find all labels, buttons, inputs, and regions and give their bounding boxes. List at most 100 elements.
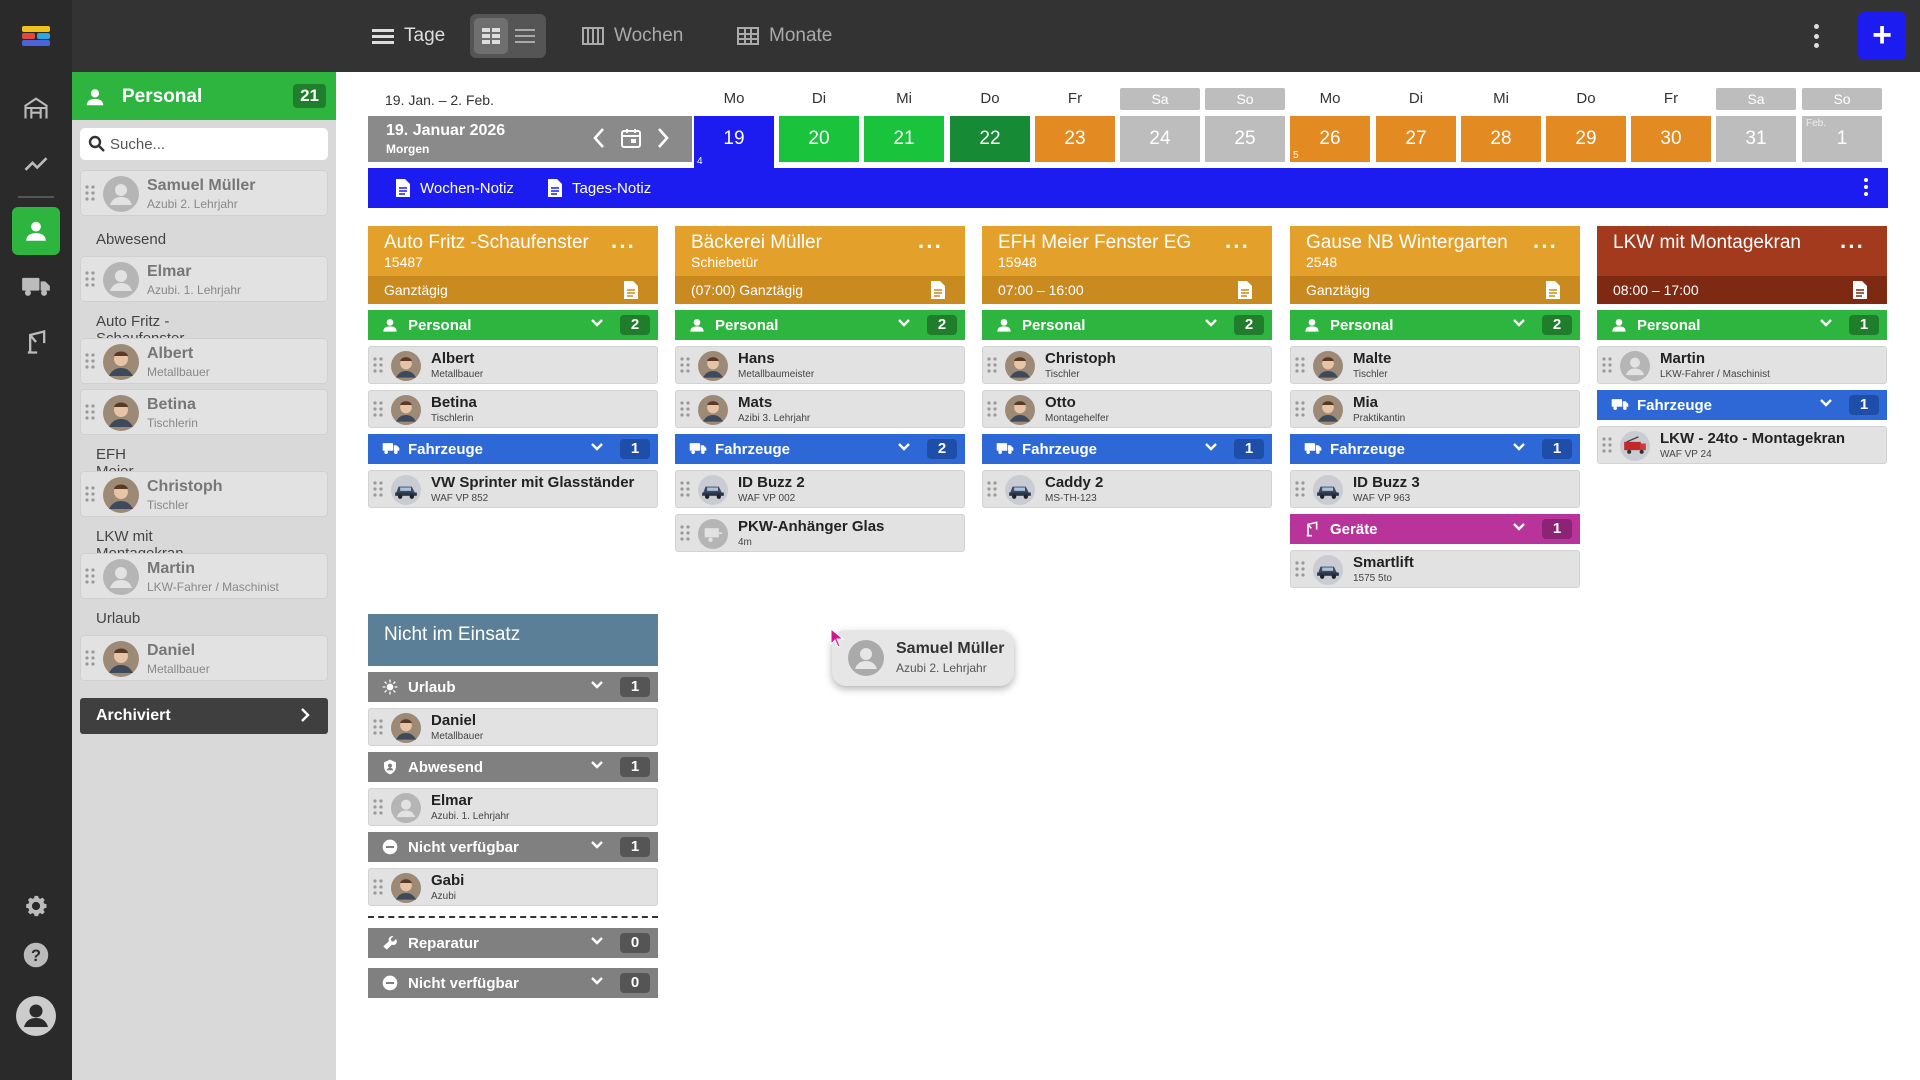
- chevron-down-icon[interactable]: [1204, 318, 1218, 328]
- chevron-down-icon[interactable]: [897, 442, 911, 452]
- drag-handle-icon[interactable]: [1295, 481, 1305, 497]
- day-button[interactable]: 20: [779, 116, 859, 162]
- project-header[interactable]: EFH Meier Fenster EG 15948 ··· 07:00 – 1…: [982, 226, 1272, 304]
- personal-nav-icon[interactable]: [12, 207, 60, 255]
- chevron-down-icon[interactable]: [590, 442, 604, 452]
- drag-handle-icon[interactable]: [85, 185, 95, 201]
- project-header[interactable]: LKW mit Montagekran ··· 08:00 – 17:00: [1597, 226, 1887, 304]
- sidebar-person-card[interactable]: Betina Tischlerin: [80, 389, 328, 435]
- project-more-icon[interactable]: ···: [1533, 234, 1558, 259]
- drag-handle-icon[interactable]: [373, 879, 383, 895]
- resource-card[interactable]: Elmar Azubi. 1. Lehrjahr: [368, 788, 658, 826]
- wochen-view-button[interactable]: Wochen: [582, 18, 683, 54]
- day-note-button[interactable]: Tages-Notiz: [548, 179, 651, 197]
- chevron-down-icon[interactable]: [590, 760, 604, 770]
- project-more-icon[interactable]: ···: [1840, 234, 1865, 259]
- section-absent[interactable]: Abwesend 1: [368, 752, 658, 782]
- week-note-button[interactable]: Wochen-Notiz: [396, 179, 514, 197]
- resource-card[interactable]: Malte Tischler: [1290, 346, 1580, 384]
- day-button[interactable]: 30: [1631, 116, 1711, 162]
- drag-handle-icon[interactable]: [373, 799, 383, 815]
- day-button[interactable]: 27: [1376, 116, 1456, 162]
- drag-handle-icon[interactable]: [987, 401, 997, 417]
- drag-handle-icon[interactable]: [1295, 357, 1305, 373]
- help-icon[interactable]: ?: [12, 931, 60, 979]
- section-personal[interactable]: Personal 2: [1290, 310, 1580, 340]
- stats-nav-icon[interactable]: [12, 140, 60, 188]
- sidebar-person-card[interactable]: Elmar Azubi. 1. Lehrjahr: [80, 256, 328, 302]
- project-more-icon[interactable]: ···: [918, 234, 943, 259]
- resource-card[interactable]: Mia Praktikantin: [1290, 390, 1580, 428]
- project-header[interactable]: Auto Fritz -Schaufenster 15487 ··· Ganzt…: [368, 226, 658, 304]
- day-button[interactable]: 25: [1205, 116, 1285, 162]
- chevron-down-icon[interactable]: [1512, 522, 1526, 532]
- chevron-down-icon[interactable]: [590, 976, 604, 986]
- resource-card[interactable]: Smartlift 1575 5to: [1290, 550, 1580, 588]
- resource-card[interactable]: Otto Montagehelfer: [982, 390, 1272, 428]
- project-more-icon[interactable]: ···: [611, 234, 636, 259]
- note-more-icon[interactable]: [1864, 178, 1868, 196]
- drag-handle-icon[interactable]: [680, 481, 690, 497]
- day-button[interactable]: 28: [1461, 116, 1541, 162]
- list-layout-icon[interactable]: [508, 18, 542, 54]
- day-button[interactable]: 21: [864, 116, 944, 162]
- section-unavailable[interactable]: Nicht verfügbar 0: [368, 968, 658, 998]
- day-button[interactable]: 1 Feb.: [1802, 116, 1882, 162]
- section-vehicle[interactable]: Fahrzeuge 1: [368, 434, 658, 464]
- chevron-down-icon[interactable]: [1819, 318, 1833, 328]
- equipment-nav-icon[interactable]: [12, 318, 60, 366]
- day-button[interactable]: 24: [1120, 116, 1200, 162]
- day-button[interactable]: 23: [1035, 116, 1115, 162]
- day-button[interactable]: 26 5: [1290, 116, 1370, 162]
- search-input[interactable]: [110, 132, 320, 156]
- resource-card[interactable]: ID Buzz 3 WAF VP 963: [1290, 470, 1580, 508]
- app-logo-icon[interactable]: [22, 26, 50, 46]
- sidebar-person-card[interactable]: Christoph Tischler: [80, 471, 328, 517]
- sidebar-person-card[interactable]: Daniel Metallbauer: [80, 635, 328, 681]
- section-personal[interactable]: Personal 2: [982, 310, 1272, 340]
- vehicles-nav-icon[interactable]: [12, 262, 60, 310]
- sidebar-person-card[interactable]: Martin LKW-Fahrer / Maschinist: [80, 553, 328, 599]
- day-button[interactable]: 29: [1546, 116, 1626, 162]
- resource-card[interactable]: PKW-Anhänger Glas 4m: [675, 514, 965, 552]
- chevron-down-icon[interactable]: [1204, 442, 1218, 452]
- chevron-down-icon[interactable]: [1512, 442, 1526, 452]
- resource-card[interactable]: Gabi Azubi: [368, 868, 658, 906]
- sidebar-person-card[interactable]: Samuel Müller Azubi 2. Lehrjahr: [80, 170, 328, 216]
- settings-gear-icon[interactable]: [12, 882, 60, 930]
- drag-handle-icon[interactable]: [680, 525, 690, 541]
- document-icon[interactable]: [1546, 281, 1560, 304]
- drag-handle-icon[interactable]: [373, 357, 383, 373]
- drag-handle-icon[interactable]: [1295, 401, 1305, 417]
- chevron-down-icon[interactable]: [590, 840, 604, 850]
- resource-card[interactable]: Hans Metallbaumeister: [675, 346, 965, 384]
- prev-day-icon[interactable]: [592, 126, 606, 155]
- drag-handle-icon[interactable]: [987, 481, 997, 497]
- chevron-down-icon[interactable]: [590, 318, 604, 328]
- drag-handle-icon[interactable]: [987, 357, 997, 373]
- chevron-down-icon[interactable]: [590, 680, 604, 690]
- section-personal[interactable]: Personal 2: [675, 310, 965, 340]
- resource-card[interactable]: Christoph Tischler: [982, 346, 1272, 384]
- drag-handle-icon[interactable]: [85, 271, 95, 287]
- drag-handle-icon[interactable]: [680, 401, 690, 417]
- resource-card[interactable]: Daniel Metallbauer: [368, 708, 658, 746]
- sidebar-person-card[interactable]: Albert Metallbauer: [80, 338, 328, 384]
- drag-handle-icon[interactable]: [373, 401, 383, 417]
- drag-handle-icon[interactable]: [373, 481, 383, 497]
- chevron-down-icon[interactable]: [1819, 398, 1833, 408]
- chevron-down-icon[interactable]: [897, 318, 911, 328]
- drag-handle-icon[interactable]: [1602, 357, 1612, 373]
- section-vehicle[interactable]: Fahrzeuge 1: [982, 434, 1272, 464]
- monate-view-button[interactable]: Monate: [737, 18, 832, 54]
- chevron-down-icon[interactable]: [590, 936, 604, 946]
- drag-handle-icon[interactable]: [85, 404, 95, 420]
- document-icon[interactable]: [624, 281, 638, 304]
- more-menu-icon[interactable]: [1812, 24, 1820, 48]
- section-repair[interactable]: Reparatur 0: [368, 928, 658, 958]
- day-button[interactable]: 31: [1716, 116, 1796, 162]
- day-button[interactable]: 22: [950, 116, 1030, 162]
- resource-card[interactable]: LKW - 24to - Montagekran WAF VP 24: [1597, 426, 1887, 464]
- document-icon[interactable]: [1853, 281, 1867, 304]
- drag-ghost-card[interactable]: Samuel Müller Azubi 2. Lehrjahr: [832, 630, 1014, 686]
